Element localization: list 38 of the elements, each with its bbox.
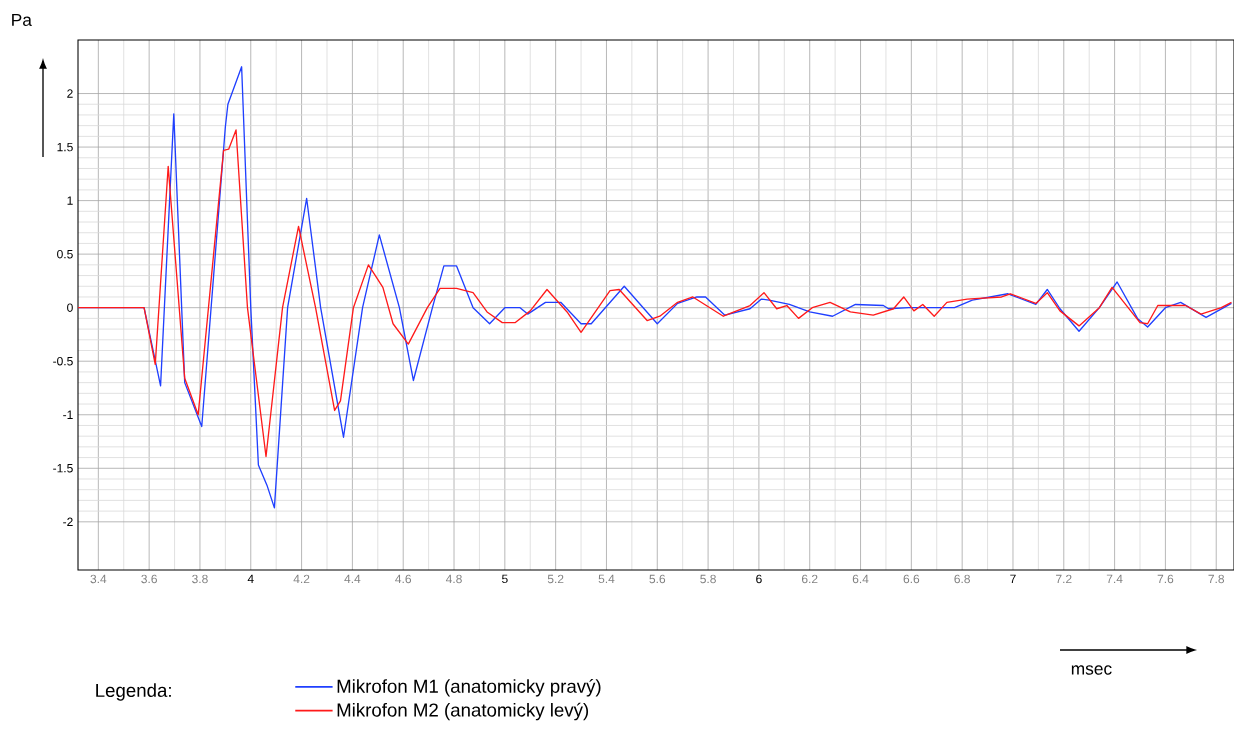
legend-label: Mikrofon M2 (anatomicky levý) xyxy=(337,702,589,721)
y-axis-title: Pa xyxy=(12,13,32,27)
x-tick-label: 7.6 xyxy=(1157,574,1174,584)
x-tick-label: 6.6 xyxy=(903,574,920,584)
y-tick-label: -0.5 xyxy=(53,356,73,366)
x-tick-label: 4 xyxy=(247,574,254,583)
x-tick-label: 7.2 xyxy=(1056,574,1072,584)
y-tick-label: 1.5 xyxy=(57,142,73,152)
legend-label: Mikrofon M1 (anatomicky pravý) xyxy=(337,678,601,697)
x-tick-label: 3.4 xyxy=(90,574,107,584)
x-tick-label: 7.8 xyxy=(1208,574,1225,584)
x-tick-label: 5 xyxy=(501,574,508,584)
legend-title: Legenda: xyxy=(96,683,171,701)
x-tick-label: 7 xyxy=(1010,574,1016,583)
x-tick-label: 5.8 xyxy=(700,574,716,584)
x-tick-label: 3.8 xyxy=(192,574,208,584)
x-tick-label: 6.8 xyxy=(954,574,970,584)
x-tick-label: 4.2 xyxy=(293,574,310,584)
x-tick-label: 3.6 xyxy=(141,574,157,584)
x-tick-label: 6 xyxy=(756,574,762,584)
x-tick-label: 5.4 xyxy=(598,574,615,584)
x-tick-label: 5.6 xyxy=(649,574,666,584)
x-tick-label: 4.6 xyxy=(395,574,412,584)
x-tick-label: 4.8 xyxy=(445,574,462,584)
x-tick-label: 5.2 xyxy=(547,574,564,584)
y-tick-label: -1 xyxy=(63,410,73,419)
x-axis-title: msec xyxy=(1071,665,1112,675)
y-tick-label: 0 xyxy=(67,303,73,312)
x-tick-label: 7.4 xyxy=(1106,574,1123,583)
y-tick-label: 1 xyxy=(67,196,73,205)
line-series xyxy=(78,129,1233,458)
x-tick-label: 4.4 xyxy=(344,574,361,583)
y-tick-label: -1.5 xyxy=(53,464,73,473)
y-tick-label: -2 xyxy=(63,517,73,527)
x-tick-label: 6.4 xyxy=(852,574,869,584)
y-tick-label: 0.5 xyxy=(57,249,73,259)
y-tick-label: 2 xyxy=(67,89,73,98)
x-tick-label: 6.2 xyxy=(801,574,818,584)
